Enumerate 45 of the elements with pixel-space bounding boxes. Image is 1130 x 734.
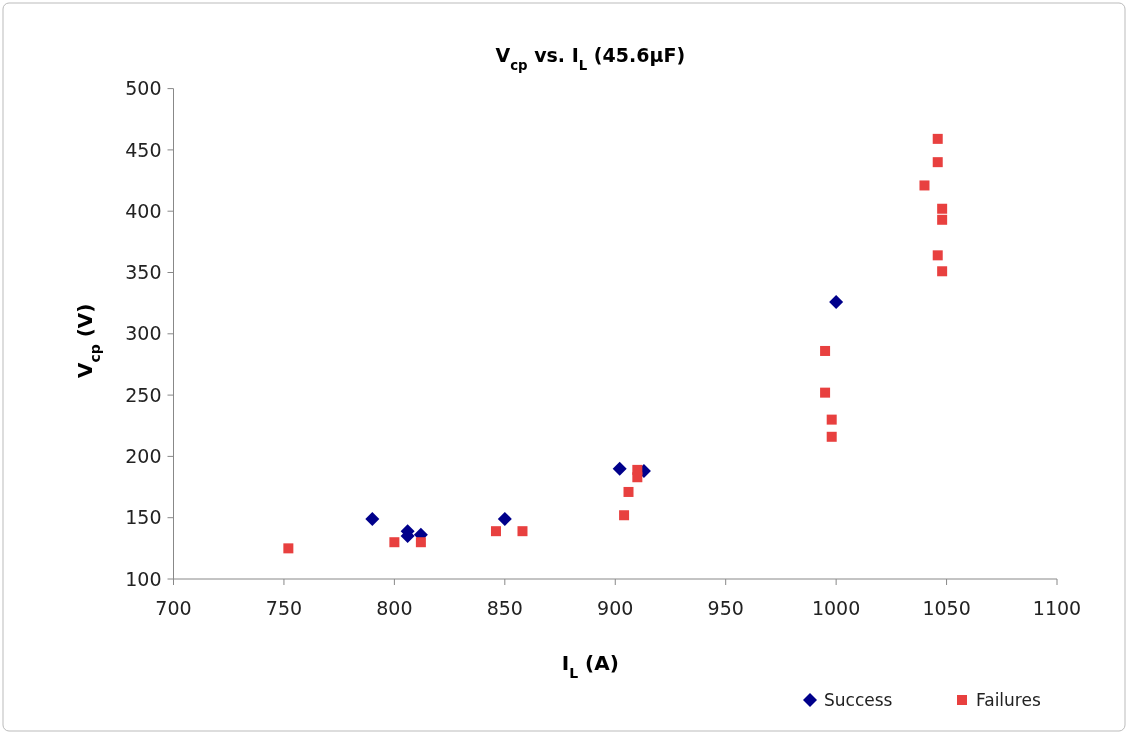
point: [619, 510, 630, 521]
point: [820, 387, 831, 398]
y-tick-label: 250: [125, 383, 162, 406]
point: [937, 266, 948, 277]
point: [365, 511, 380, 526]
y-tick-label: 450: [125, 138, 162, 161]
x-tick-label: 1100: [1032, 597, 1082, 619]
y-tick-label: 200: [125, 445, 162, 468]
point: [820, 345, 831, 356]
point: [826, 414, 837, 425]
chart-title: V$_{cp}$ vs. I$_{L}$ (45.6μF): [495, 44, 686, 73]
point: [632, 464, 643, 475]
legend-label: Success: [824, 689, 893, 710]
x-tick-label: 1050: [922, 597, 971, 619]
x-tick-label: 750: [265, 597, 303, 619]
point: [937, 203, 948, 214]
y-tick-label: 400: [125, 199, 162, 222]
point: [937, 214, 948, 225]
x-tick-label: 900: [597, 597, 634, 619]
x-tick-label: 700: [155, 597, 192, 619]
y-tick-label: 350: [125, 261, 162, 284]
point: [623, 486, 634, 497]
point: [829, 294, 844, 309]
point: [497, 511, 512, 526]
point: [389, 537, 400, 548]
x-tick-label: 850: [486, 597, 523, 619]
point: [612, 461, 627, 476]
point: [517, 526, 528, 537]
legend-label: Failures: [976, 689, 1041, 710]
point: [919, 180, 930, 191]
x-tick-label: 800: [376, 597, 413, 619]
x-axis-title: I$_{L}$ (A): [561, 651, 619, 681]
point: [932, 250, 943, 261]
point: [490, 526, 501, 537]
point: [283, 543, 294, 554]
point: [932, 157, 943, 168]
point: [826, 431, 837, 442]
y-tick-label: 150: [125, 506, 162, 529]
y-tick-label: 500: [125, 77, 162, 100]
point: [415, 537, 426, 548]
x-tick-label: 1000: [811, 597, 861, 619]
x-tick-label: 950: [707, 597, 744, 619]
y-tick-label: 300: [125, 322, 162, 345]
y-tick-label: 100: [125, 567, 162, 590]
point: [932, 133, 943, 144]
